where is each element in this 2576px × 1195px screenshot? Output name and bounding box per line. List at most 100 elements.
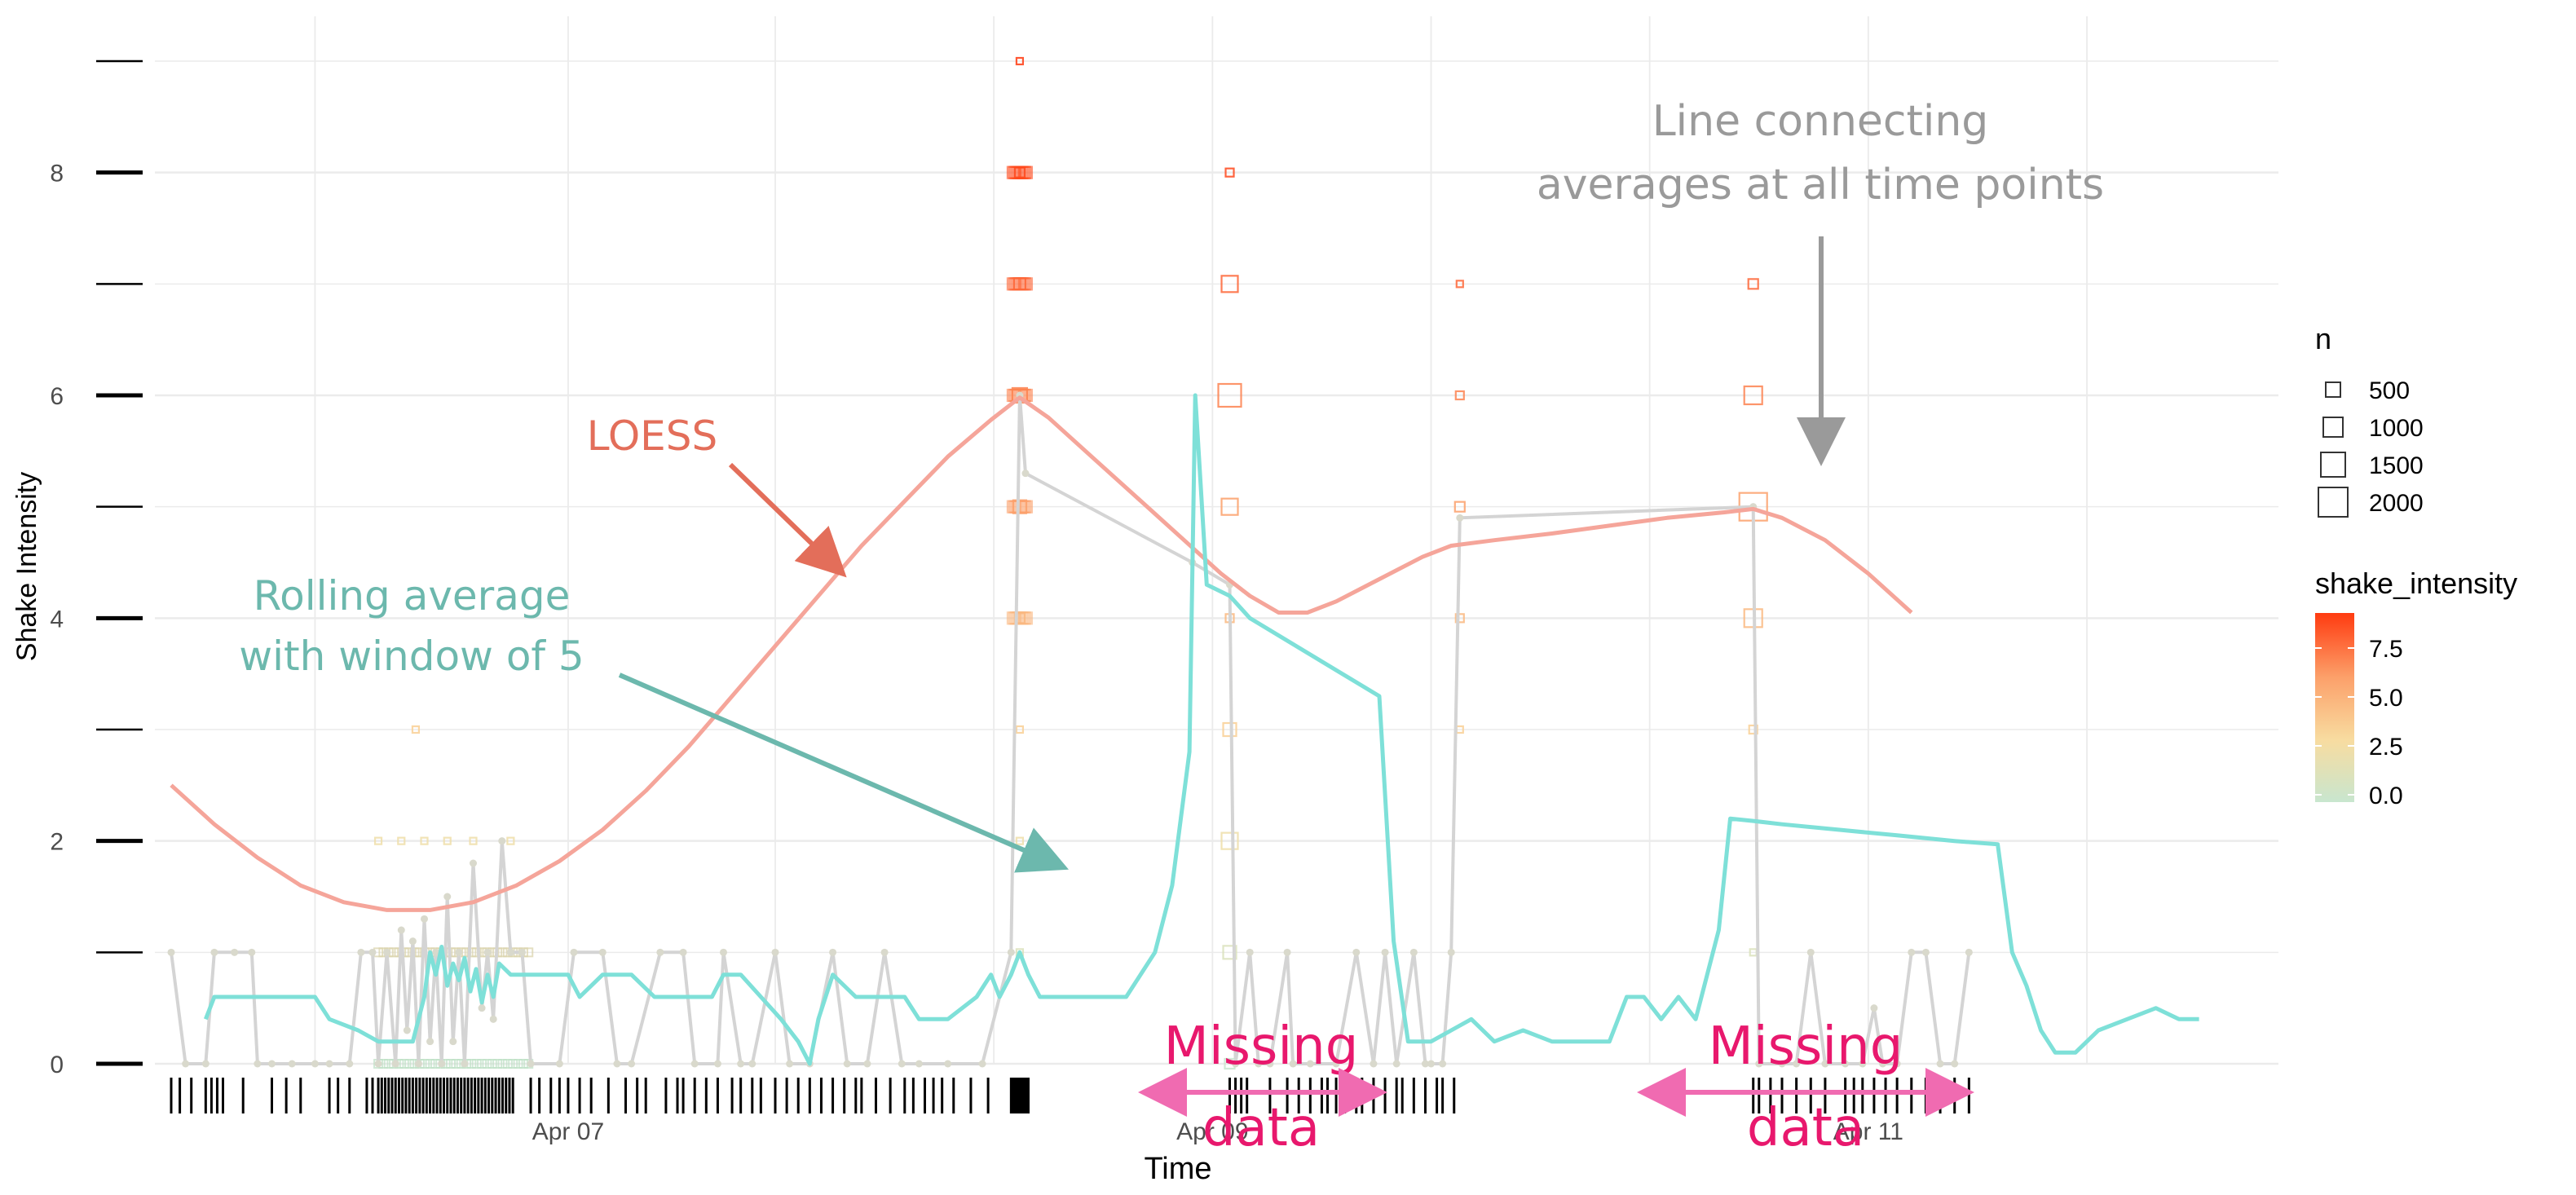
intensity-square <box>1743 385 1763 406</box>
rolling-series <box>203 393 2199 1066</box>
y-tick-label: 6 <box>50 383 64 410</box>
average-point <box>1793 1060 1801 1068</box>
intensity-square <box>492 1059 503 1069</box>
average-point <box>1870 1004 1878 1012</box>
average-point <box>201 1060 210 1068</box>
y-tick-label: 0 <box>50 1052 64 1078</box>
intensity-square <box>399 1059 409 1069</box>
intensity-square <box>1220 831 1239 850</box>
intensity-square <box>451 1059 461 1069</box>
average-point <box>182 1060 190 1068</box>
rolling-line <box>203 393 2199 1066</box>
intensity-square <box>513 1059 523 1069</box>
average-point <box>1409 948 1418 956</box>
average-point <box>628 1060 636 1068</box>
x-tick-label: Apr 11 <box>1833 1118 1903 1145</box>
average-point <box>1921 948 1930 956</box>
average-point <box>254 1060 262 1068</box>
average-point <box>1255 1060 1263 1068</box>
intensity-square <box>1015 56 1025 66</box>
rug-marks <box>170 1078 1970 1113</box>
intensity-square <box>373 836 383 845</box>
average-point <box>771 948 779 956</box>
average-point <box>679 948 687 956</box>
average-point <box>1370 1060 1378 1068</box>
average-point <box>231 948 239 956</box>
average-point <box>555 1060 563 1068</box>
average-point <box>368 948 377 956</box>
intensity-square <box>1222 945 1237 960</box>
average-point <box>1778 1060 1786 1068</box>
intensity-square <box>1454 390 1465 401</box>
average-point <box>713 1060 721 1068</box>
average-point <box>1908 948 1916 956</box>
average-point <box>498 837 506 845</box>
y-tick-label: 2 <box>50 829 64 856</box>
average-point <box>978 1060 986 1068</box>
intensity-square <box>471 1059 482 1069</box>
intensity-square <box>497 947 508 958</box>
intensity-square <box>502 1059 513 1069</box>
average-point <box>414 1060 422 1068</box>
x-axis-label: Time <box>1144 1152 1211 1186</box>
average-point <box>570 948 578 956</box>
annotation-averages-line1: Line connecting <box>1652 97 1989 146</box>
average-point <box>438 1060 446 1068</box>
average-point <box>786 1060 794 1068</box>
x-tick-label: Apr 09 <box>1176 1118 1248 1145</box>
legend-size-label: 1000 <box>2369 415 2424 442</box>
average-point <box>1806 948 1815 956</box>
average-point <box>737 1060 745 1068</box>
intensity-square <box>1455 280 1464 289</box>
annotation-rolling-line2: with window of 5 <box>239 633 584 680</box>
intensity-square <box>1747 278 1759 290</box>
average-point <box>1381 948 1389 956</box>
average-point <box>1842 1060 1850 1068</box>
intensity-square <box>397 836 406 845</box>
average-point <box>449 1038 457 1046</box>
average-point <box>506 948 514 956</box>
intensity-square <box>477 1059 487 1069</box>
intensity-square <box>1019 165 1034 179</box>
intensity-square <box>411 725 421 734</box>
average-point <box>1392 1060 1400 1068</box>
intensity-square <box>506 836 515 845</box>
average-point <box>527 1060 535 1068</box>
average-point <box>1439 1060 1447 1068</box>
average-point <box>470 859 477 867</box>
intensity-square <box>487 1059 497 1069</box>
intensity-square <box>1019 611 1034 625</box>
average-point <box>656 948 664 956</box>
average-point <box>898 1060 906 1068</box>
annotation-averages-line2: averages at all time points <box>1537 161 2104 209</box>
intensity-square <box>1019 500 1034 514</box>
average-point <box>1965 948 1973 956</box>
y-tick-label: 8 <box>50 161 64 187</box>
legend-size-label: 2000 <box>2369 490 2424 517</box>
average-point <box>1021 470 1030 478</box>
average-point <box>408 937 417 946</box>
legend-color-label: 7.5 <box>2369 636 2403 663</box>
intensity-square <box>1015 725 1025 734</box>
average-point <box>829 948 837 956</box>
average-point <box>1859 1060 1867 1068</box>
intensity-square <box>1453 500 1466 513</box>
y-axis: 0 2 4 6 8 <box>50 60 143 1078</box>
average-point <box>325 1060 333 1068</box>
average-point <box>1879 1060 1886 1068</box>
average-point <box>403 1026 411 1034</box>
average-point <box>489 1015 497 1023</box>
intensity-square <box>443 836 452 845</box>
average-point <box>346 1060 354 1068</box>
x-tick-label: Apr 07 <box>532 1118 604 1145</box>
average-point <box>383 948 391 956</box>
intensity-square <box>1748 724 1758 735</box>
average-point <box>1936 1060 1944 1068</box>
loess-series <box>170 395 1913 912</box>
average-point <box>1421 1060 1429 1068</box>
average-point <box>311 1060 319 1068</box>
average-point <box>1332 1060 1340 1068</box>
average-point <box>483 948 492 956</box>
annotation-rolling-line1: Rolling average <box>254 572 571 620</box>
